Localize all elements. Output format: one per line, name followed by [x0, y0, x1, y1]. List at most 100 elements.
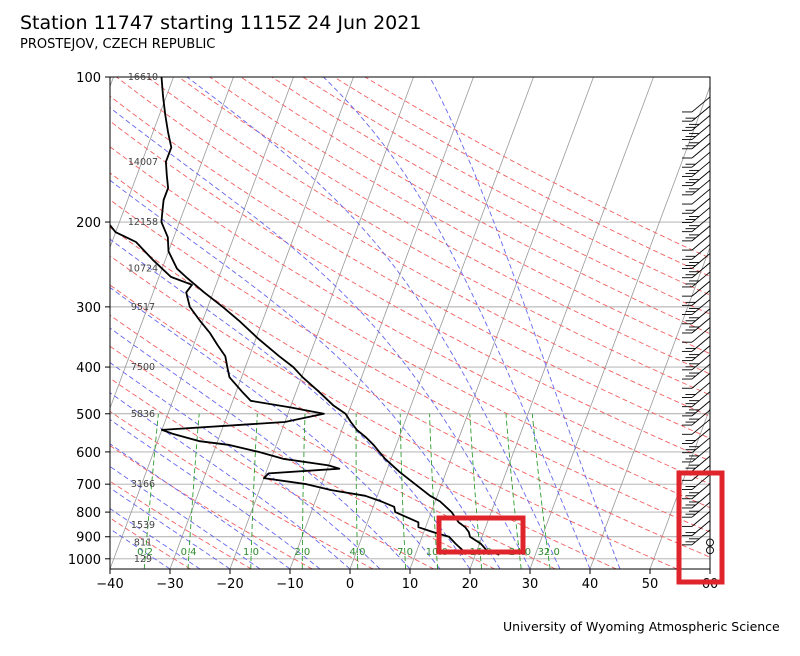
dry-adiabat [110, 377, 435, 569]
wind-barb [691, 354, 711, 371]
wind-barb [691, 317, 711, 334]
wind-barb [691, 391, 711, 408]
moist-adiabat [110, 528, 171, 569]
moist-adiabat [110, 107, 531, 569]
moist-adiabat [323, 77, 591, 569]
height-label: 10724 [128, 264, 158, 275]
dry-adiabat [271, 77, 710, 315]
isotherm-line [110, 77, 114, 88]
wind-barb [691, 437, 711, 454]
wind-barb [691, 124, 711, 140]
wind-barb [691, 142, 711, 159]
dry-adiabat [110, 172, 710, 509]
moist-adiabat [110, 362, 381, 569]
series-layer [110, 77, 500, 556]
x-tick-label: 20 [462, 577, 479, 592]
chart-title: Station 11747 starting 1115Z 24 Jun 2021 [20, 12, 422, 34]
wind-barb [691, 400, 711, 417]
moist-adiabat [429, 77, 621, 569]
y-tick-label: 700 [76, 478, 101, 493]
mixing-ratio-label: 7.0 [397, 547, 413, 558]
mixing-ratio-label: 2.0 [294, 547, 310, 558]
y-tick-label: 100 [76, 71, 101, 86]
dry-adiabat [110, 410, 374, 569]
isotherm-line [169, 77, 354, 569]
dry-adiabat [110, 95, 710, 439]
height-label: 5836 [131, 409, 155, 420]
height-label: 3166 [131, 479, 155, 490]
mixing-ratio-line [143, 413, 159, 569]
wind-barb [691, 253, 711, 269]
mixing-ratio-line [250, 413, 258, 569]
moist-adiabat [110, 179, 501, 569]
dry-adiabat [147, 77, 710, 396]
y-tick-label: 800 [76, 506, 101, 521]
wind-barb [691, 179, 711, 196]
wind-barb [691, 225, 711, 242]
mixing-ratio-line [429, 413, 439, 569]
height-label: 9517 [131, 302, 155, 313]
dry-adiabat [110, 345, 495, 569]
isotherm-line [110, 77, 174, 249]
wind-barb [691, 262, 711, 279]
y-tick-label: 1000 [68, 553, 101, 568]
moist-adiabat [110, 487, 231, 569]
isotherm-line [529, 85, 710, 569]
wind-barb [691, 188, 711, 205]
mixing-ratio-line [187, 413, 200, 569]
dry-adiabat [110, 146, 710, 485]
mixing-ratio-line [469, 413, 483, 569]
wind-barb [691, 308, 711, 325]
chart-subtitle: PROSTEJOV, CZECH REPUBLIC [20, 37, 216, 52]
calm-wind-circle [706, 546, 714, 555]
x-tick-label: −20 [216, 577, 243, 592]
dry-adiabat [110, 226, 710, 558]
mixing-ratio-label: 0.2 [137, 547, 153, 558]
y-tick-label: 400 [76, 361, 101, 376]
y-tick-label: 500 [76, 408, 101, 423]
wind-barb [691, 474, 711, 490]
height-label: 129 [134, 554, 152, 565]
mixing-ratio-label: 1.0 [243, 547, 259, 558]
dry-adiabat [110, 517, 191, 569]
wind-barb [691, 299, 711, 315]
wind-barb [691, 290, 711, 306]
x-tick-label: 0 [346, 577, 354, 592]
x-tick-label: −40 [96, 577, 123, 592]
mixing-ratio-line [301, 413, 306, 569]
wind-barb [691, 115, 711, 131]
dry-adiabat [110, 199, 710, 533]
mixing-ratio-label: 32.0 [538, 547, 560, 558]
wind-barb [691, 326, 711, 343]
dry-adiabat [110, 255, 678, 569]
wind-barb [691, 207, 711, 223]
mixing-ratio-line [531, 413, 551, 569]
moist-adiabat [110, 465, 261, 569]
height-label: 16610 [128, 72, 158, 83]
dry-adiabat [333, 77, 710, 277]
wind-barb [691, 280, 711, 297]
isotherm-line [110, 77, 234, 410]
x-tick-label: 10 [402, 577, 419, 592]
wind-barb [691, 363, 711, 380]
wind-barb [691, 446, 711, 463]
moist-adiabat [110, 238, 471, 569]
wind-barb [691, 511, 711, 527]
height-label: 14007 [128, 157, 158, 168]
dry-adiabat [110, 445, 313, 569]
credit-text: University of Wyoming Atmospheric Scienc… [503, 619, 780, 634]
moist-adiabat [186, 77, 561, 569]
mixing-ratio-line [355, 413, 359, 569]
wind-barb [691, 336, 711, 352]
wind-barb [691, 501, 711, 518]
moist-adiabat [110, 443, 291, 569]
wind-barb [691, 529, 711, 546]
temperature-trace [160, 77, 500, 556]
isotherm-line [409, 77, 594, 569]
isotherm-line [589, 246, 710, 569]
dry-adiabat [209, 77, 710, 355]
isotherm-line [349, 77, 534, 569]
moist-adiabat [110, 286, 441, 569]
wind-barb [691, 216, 711, 233]
